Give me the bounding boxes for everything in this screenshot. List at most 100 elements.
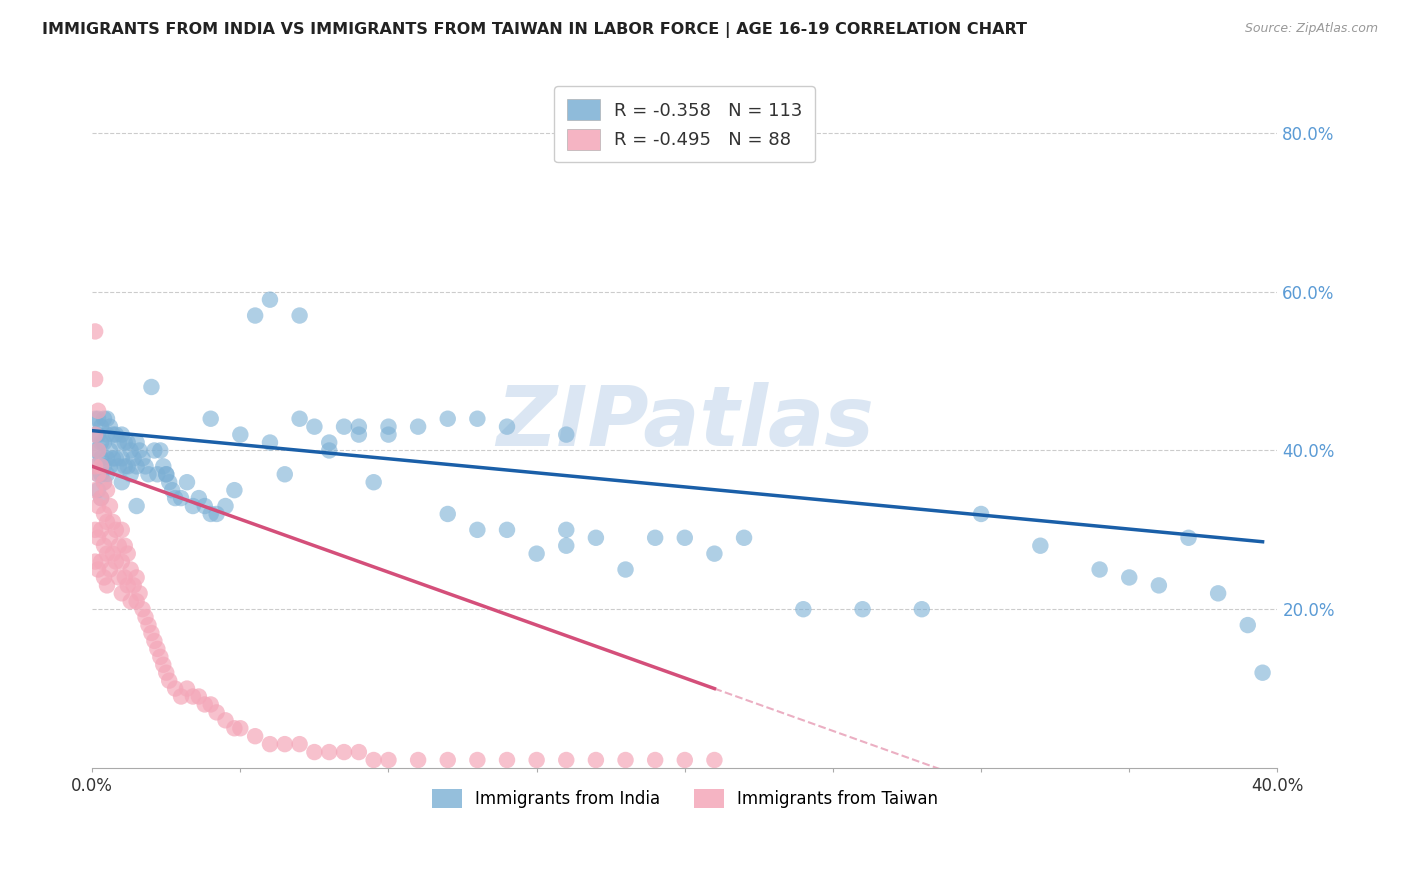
Point xyxy=(98,531,121,545)
Point xyxy=(101,515,124,529)
Point xyxy=(141,380,163,394)
Point xyxy=(104,523,127,537)
Point xyxy=(87,531,110,545)
Point xyxy=(146,467,169,482)
Point xyxy=(911,602,934,616)
Point xyxy=(108,459,131,474)
Point xyxy=(1251,665,1274,680)
Point xyxy=(108,539,131,553)
Point xyxy=(347,427,370,442)
Point xyxy=(436,411,458,425)
Point xyxy=(333,745,356,759)
Point xyxy=(134,610,156,624)
Point xyxy=(90,523,112,537)
Point xyxy=(377,427,399,442)
Point xyxy=(90,491,112,505)
Point xyxy=(614,562,637,576)
Point xyxy=(125,594,148,608)
Point xyxy=(1088,562,1111,576)
Point xyxy=(96,483,118,498)
Point xyxy=(526,753,548,767)
Point xyxy=(84,555,107,569)
Point xyxy=(229,427,252,442)
Point xyxy=(120,467,142,482)
Point xyxy=(131,602,153,616)
Point xyxy=(101,451,124,466)
Point xyxy=(93,411,115,425)
Point xyxy=(96,451,118,466)
Point xyxy=(120,443,142,458)
Point xyxy=(1236,618,1258,632)
Point xyxy=(87,483,110,498)
Point xyxy=(181,690,204,704)
Point xyxy=(93,459,115,474)
Point xyxy=(644,753,666,767)
Point xyxy=(243,729,266,743)
Point xyxy=(555,753,578,767)
Point xyxy=(87,467,110,482)
Point xyxy=(703,547,725,561)
Point xyxy=(259,737,281,751)
Point xyxy=(555,539,578,553)
Point xyxy=(274,737,297,751)
Point xyxy=(229,721,252,735)
Point xyxy=(526,547,548,561)
Point xyxy=(101,427,124,442)
Point xyxy=(143,634,166,648)
Point xyxy=(125,435,148,450)
Point xyxy=(187,491,209,505)
Point xyxy=(138,467,160,482)
Point xyxy=(93,435,115,450)
Point xyxy=(117,435,139,450)
Point xyxy=(98,443,121,458)
Point xyxy=(274,467,297,482)
Text: ZIPatlas: ZIPatlas xyxy=(496,382,873,463)
Point xyxy=(496,523,519,537)
Point xyxy=(84,459,107,474)
Point xyxy=(87,499,110,513)
Point xyxy=(117,459,139,474)
Point xyxy=(101,547,124,561)
Point xyxy=(149,443,172,458)
Point xyxy=(176,681,198,696)
Point xyxy=(125,459,148,474)
Point xyxy=(146,641,169,656)
Point xyxy=(84,411,107,425)
Point xyxy=(851,602,873,616)
Point xyxy=(406,753,429,767)
Point xyxy=(377,419,399,434)
Point xyxy=(170,491,193,505)
Point xyxy=(87,411,110,425)
Point xyxy=(1029,539,1052,553)
Point xyxy=(111,523,134,537)
Point xyxy=(363,753,385,767)
Point xyxy=(111,427,134,442)
Point xyxy=(96,515,118,529)
Point xyxy=(200,507,222,521)
Point xyxy=(614,753,637,767)
Point xyxy=(120,562,142,576)
Point xyxy=(1206,586,1229,600)
Point xyxy=(84,427,107,442)
Point xyxy=(152,657,174,672)
Point xyxy=(114,459,136,474)
Point xyxy=(84,427,107,442)
Point xyxy=(205,507,228,521)
Point xyxy=(187,690,209,704)
Point xyxy=(259,435,281,450)
Point xyxy=(155,467,177,482)
Point xyxy=(93,507,115,521)
Point xyxy=(673,753,696,767)
Point xyxy=(673,531,696,545)
Point xyxy=(467,753,489,767)
Point xyxy=(318,435,340,450)
Point xyxy=(194,698,217,712)
Point xyxy=(318,443,340,458)
Point xyxy=(87,427,110,442)
Point xyxy=(122,451,145,466)
Point xyxy=(96,427,118,442)
Point xyxy=(176,475,198,490)
Point xyxy=(117,547,139,561)
Text: IMMIGRANTS FROM INDIA VS IMMIGRANTS FROM TAIWAN IN LABOR FORCE | AGE 16-19 CORRE: IMMIGRANTS FROM INDIA VS IMMIGRANTS FROM… xyxy=(42,22,1028,38)
Point xyxy=(87,443,110,458)
